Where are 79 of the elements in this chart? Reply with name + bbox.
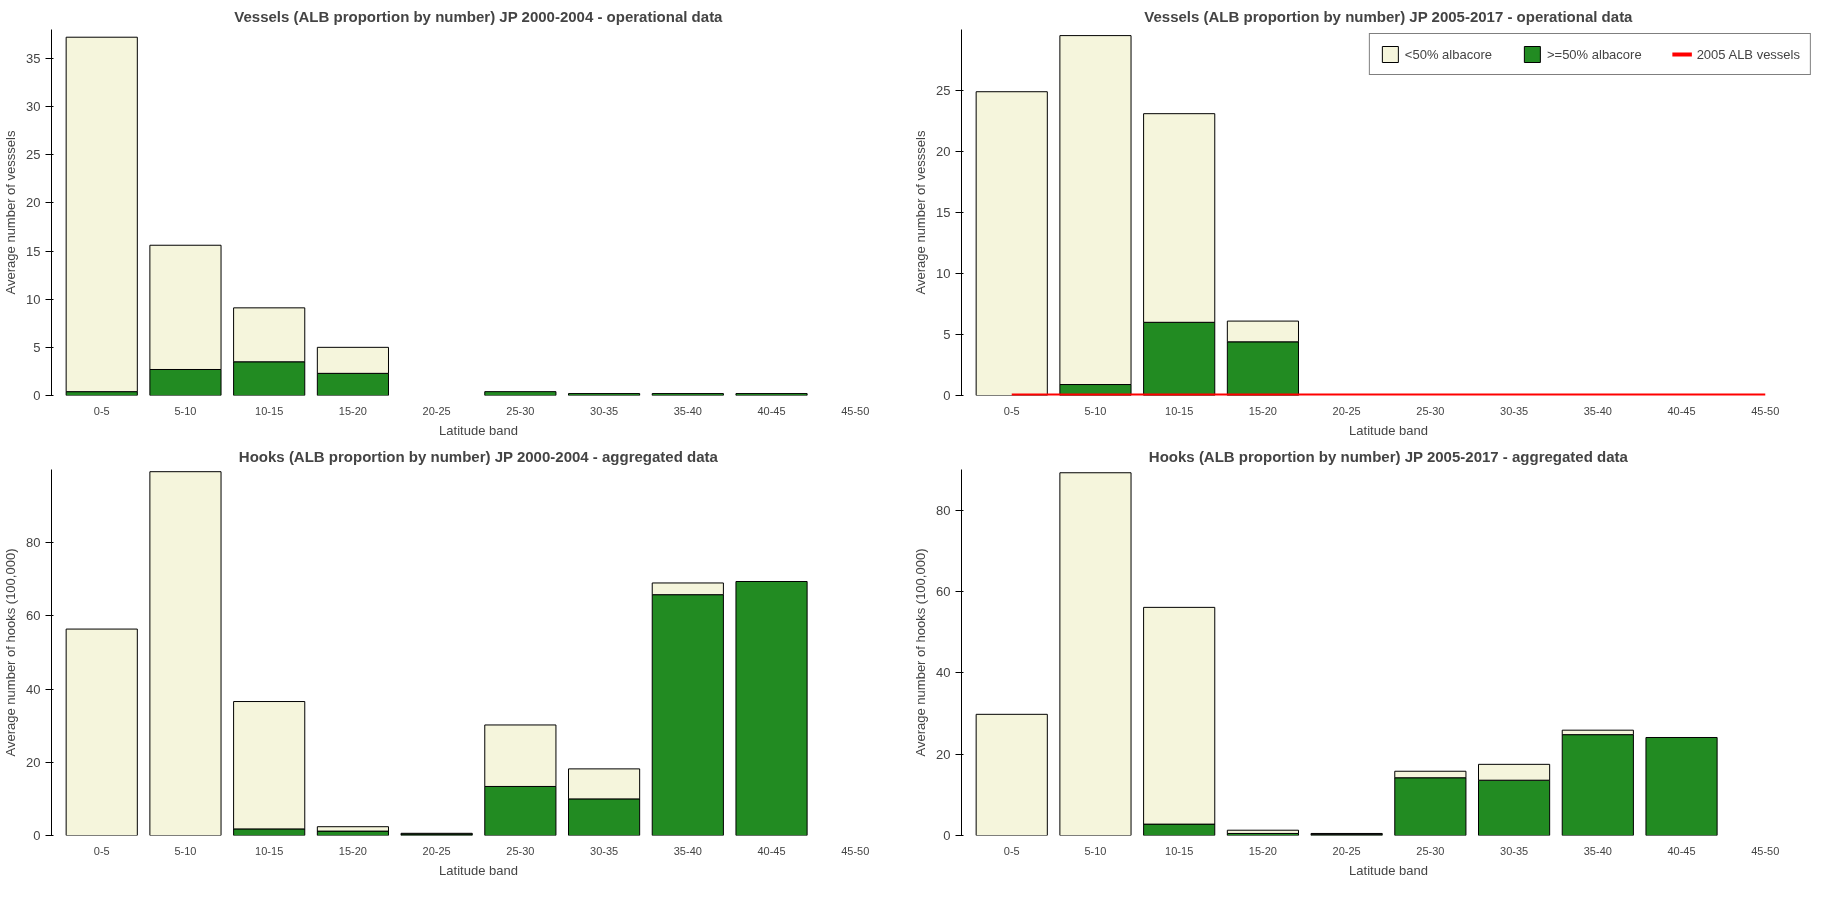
x-tick-label: 0-5 [1003, 404, 1020, 417]
x-tick-label: 35-40 [673, 844, 702, 857]
x-tick-label: 20-25 [1332, 404, 1361, 417]
y-tick-label: 80 [26, 535, 41, 551]
x-axis-title: Latitude band [1349, 422, 1428, 438]
x-tick-label: 45-50 [841, 844, 870, 857]
x-tick-label: 0-5 [1003, 844, 1020, 857]
x-axis-title: Latitude band [439, 862, 518, 878]
y-tick-label: 0 [33, 828, 41, 843]
y-tick-label: 10 [936, 266, 951, 281]
x-tick-label: 40-45 [757, 404, 786, 417]
y-tick-label: 60 [936, 584, 951, 599]
x-tick-label: 5-10 [174, 844, 197, 857]
chart-title: Vessels (ALB proportion by number) JP 2005-2017 - operational data [1144, 7, 1634, 25]
y-axis-title: Average number of hooks (100,000) [3, 548, 19, 757]
y-tick-label: 20 [26, 195, 41, 211]
x-tick-label: 20-25 [422, 844, 451, 857]
y-tick-label: 60 [26, 608, 41, 624]
y-tick-label: 15 [936, 205, 951, 220]
y-tick-label: 40 [936, 665, 951, 681]
x-tick-label: 0-5 [93, 844, 110, 857]
x-tick-label: 30-35 [1500, 404, 1529, 417]
x-tick-label: 40-45 [757, 844, 786, 857]
x-tick-label: 30-35 [1500, 844, 1529, 857]
x-tick-label: 30-35 [590, 404, 619, 417]
x-tick-label: 35-40 [673, 404, 702, 417]
x-tick-label: 20-25 [1332, 844, 1361, 857]
x-tick-label: 25-30 [1416, 844, 1445, 857]
x-tick-label: 0-5 [93, 404, 110, 417]
legend-label: 2005 ALB vessels [1696, 46, 1800, 62]
y-tick-label: 5 [943, 327, 951, 342]
x-tick-label: 15-20 [1248, 844, 1277, 857]
y-tick-label: 0 [943, 828, 951, 843]
chart-title: Vessels (ALB proportion by number) JP 2000-2004 - operational data [234, 7, 724, 25]
y-tick-label: 25 [936, 83, 951, 98]
legend-label: >=50% albacore [1546, 46, 1642, 62]
y-tick-label: 80 [936, 502, 951, 518]
y-tick-label: 20 [26, 754, 41, 770]
x-tick-label: 10-15 [1165, 404, 1194, 417]
y-tick-label: 35 [26, 50, 41, 66]
x-tick-label: 40-45 [1667, 844, 1696, 857]
x-tick-label: 40-45 [1667, 404, 1696, 417]
x-tick-label: 15-20 [338, 404, 367, 417]
x-tick-label: 20-25 [422, 404, 451, 417]
x-tick-label: 15-20 [338, 844, 367, 857]
x-tick-label: 45-50 [1751, 404, 1780, 417]
x-axis-title: Latitude band [1349, 862, 1428, 878]
x-tick-label: 30-35 [590, 844, 619, 857]
chart-title: Hooks (ALB proportion by number) JP 2005-2017 - aggregated data [1148, 447, 1629, 465]
y-tick-label: 20 [936, 746, 951, 762]
x-tick-label: 25-30 [506, 844, 535, 857]
x-tick-label: 25-30 [1416, 404, 1445, 417]
x-tick-label: 10-15 [1165, 844, 1194, 857]
y-axis-title: Average number of vesssels [3, 130, 19, 295]
y-axis-title: Average number of vesssels [913, 130, 929, 295]
x-tick-label: 10-15 [255, 844, 284, 857]
y-tick-label: 40 [26, 681, 41, 697]
x-tick-label: 10-15 [255, 404, 284, 417]
y-tick-label: 30 [26, 99, 41, 115]
x-axis-title: Latitude band [439, 422, 518, 438]
legend-label: <50% albacore [1404, 46, 1492, 62]
x-tick-label: 35-40 [1583, 404, 1612, 417]
y-tick-label: 20 [936, 144, 951, 159]
x-tick-label: 5-10 [1084, 404, 1107, 417]
y-tick-label: 0 [33, 388, 41, 403]
chart-title: Hooks (ALB proportion by number) JP 2000-2004 - aggregated data [238, 447, 719, 465]
y-axis-title: Average number of hooks (100,000) [913, 548, 929, 757]
x-tick-label: 5-10 [174, 404, 197, 417]
y-tick-label: 25 [26, 147, 41, 163]
y-tick-label: 10 [26, 291, 41, 307]
x-tick-label: 5-10 [1084, 844, 1107, 857]
x-tick-label: 35-40 [1583, 844, 1612, 857]
x-tick-label: 25-30 [506, 404, 535, 417]
y-tick-label: 0 [943, 388, 951, 403]
x-tick-label: 45-50 [1751, 844, 1780, 857]
x-tick-label: 15-20 [1248, 404, 1277, 417]
y-tick-label: 5 [33, 339, 41, 355]
x-tick-label: 45-50 [841, 404, 870, 417]
y-tick-label: 15 [26, 243, 41, 259]
